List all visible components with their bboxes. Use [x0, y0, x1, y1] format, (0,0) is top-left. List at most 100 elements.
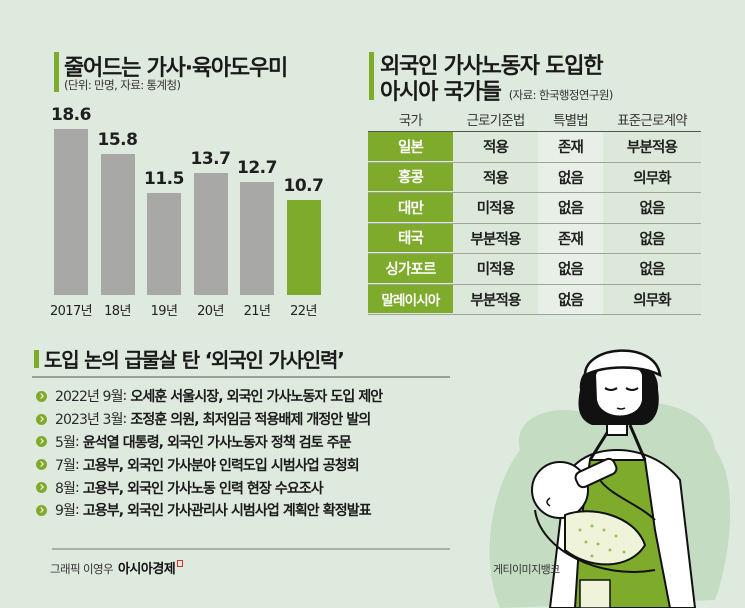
- bar: [100, 154, 135, 295]
- bar-category-label: 19년: [150, 304, 178, 319]
- bar-value-label: 12.7: [237, 157, 277, 178]
- bar: [240, 181, 274, 295]
- table-title-line2: 아시아 국가들: [380, 80, 502, 105]
- table-body: 일본 적용 존재 부분적용 홍콩 적용 없음 의무화 대만 미적용 없음 없음 태국 부분적용 존재 없음 싱가…: [368, 132, 701, 315]
- chevron-right-circle-icon: [36, 504, 47, 516]
- timeline-event: 오세훈 서울시장, 외국인 가사노동자 도입 제안: [130, 389, 383, 406]
- brand-logo: 아시아경제: [117, 562, 176, 577]
- country-cell: 싱가포르: [368, 254, 453, 284]
- standard-contract-cell: 의무화: [603, 284, 701, 314]
- special-act-cell: 없음: [538, 284, 603, 314]
- standard-contract-cell: 부분적용: [603, 132, 701, 162]
- table-header-row: 국가 근로기준법 특별법 표준근로계약: [368, 106, 701, 132]
- bar-category-label: 21년: [243, 304, 271, 319]
- bar: [54, 129, 88, 295]
- bar-group: 12.7 21년: [237, 95, 277, 320]
- bar: [193, 173, 228, 295]
- table-title-line2-wrap: 아시아 국가들 (자료: 한국행정연구원): [380, 74, 613, 106]
- timeline-list: 2022년 9월: 오세훈 서울시장, 외국인 가사노동자 도입 제안 2023년 …: [36, 385, 383, 522]
- chevron-right-circle-icon: [36, 482, 47, 494]
- bar-value-label: 18.6: [51, 105, 91, 126]
- labor-standards-act-cell: 부분적용: [453, 284, 538, 314]
- special-act-cell: 없음: [538, 162, 603, 192]
- timeline-divider: [32, 376, 450, 378]
- table-row: 대만 미적용 없음 없음: [368, 193, 701, 224]
- bar-category-label: 2017년: [49, 304, 93, 319]
- labor-standards-act-cell: 미적용: [453, 254, 538, 284]
- chevron-right-circle-icon: [36, 390, 47, 402]
- table-row: 싱가포르 미적용 없음 없음: [368, 254, 701, 285]
- timeline-event: 고용부, 외국인 가사분야 인력도입 시범사업 공청회: [82, 457, 360, 474]
- special-act-cell: 존재: [538, 132, 603, 162]
- timeline-item: 8월: 고용부, 외국인 가사노동 인력 현장 수요조사: [36, 476, 382, 499]
- country-cell: 대만: [368, 193, 453, 223]
- table-row: 말레이시아 부분적용 없음 의무화: [368, 284, 701, 315]
- bar-value-label: 11.5: [144, 168, 184, 189]
- timeline-date: 7월: [55, 457, 76, 474]
- special-act-cell: 없음: [538, 254, 603, 284]
- chevron-right-circle-icon: [36, 459, 47, 471]
- timeline-item: 5월: 윤석열 대통령, 외국인 가사노동자 정책 검토 주문: [36, 431, 382, 454]
- table-row: 일본 적용 존재 부분적용: [368, 132, 701, 163]
- timeline-event: 윤석열 대통령, 외국인 가사노동자 정책 검토 주문: [82, 434, 352, 451]
- bar-category-label: 22년: [290, 304, 317, 319]
- timeline-item: 7월: 고용부, 외국인 가사분야 인력도입 시범사업 공청회: [36, 453, 382, 476]
- timeline-separator: :: [75, 479, 80, 496]
- standard-contract-cell: 없음: [603, 223, 701, 253]
- bar-category-label: 18년: [104, 304, 131, 319]
- timeline-item: 2022년 9월: 오세훈 서울시장, 외국인 가사노동자 도입 제안: [36, 385, 383, 408]
- table-row: 태국 부분적용 존재 없음: [368, 223, 701, 254]
- bar-value-label: 13.7: [190, 149, 231, 170]
- countries-table: 국가 근로기준법 특별법 표준근로계약 일본 적용 존재 부분적용 홍콩 적용 없음 의무화 대…: [368, 106, 701, 315]
- standard-contract-cell: 없음: [603, 193, 701, 223]
- labor-standards-act-cell: 미적용: [453, 193, 538, 223]
- timeline-title: 도입 논의 급물살 탄 ‘외국인 가사인력’: [44, 348, 345, 372]
- timeline-date: 5월: [55, 434, 76, 451]
- timeline-title-accent: [34, 350, 39, 368]
- timeline-event: 고용부, 외국인 가사노동 인력 현장 수요조사: [82, 480, 324, 497]
- bar-group: 11.5 19년: [144, 95, 184, 320]
- table-title-accent: [369, 52, 374, 100]
- bottom-divider: [52, 548, 450, 550]
- timeline-date: 8월: [55, 480, 76, 497]
- timeline-event: 고용부, 외국인 가사관리사 시범사업 계획안 확정발표: [82, 503, 372, 520]
- caregiver-feeding-baby-illustration: [480, 330, 745, 608]
- table-title-line1: 외국인 가사노동자 도입한: [380, 54, 604, 79]
- bar-value-label: 10.7: [283, 175, 324, 196]
- standard-contract-cell: 의무화: [603, 162, 701, 192]
- labor-standards-act-cell: 부분적용: [453, 223, 538, 253]
- timeline-separator: :: [75, 456, 80, 473]
- bar-category-label: 20년: [197, 304, 224, 319]
- chart-title: 줄어드는 가사·육아도우미: [64, 56, 288, 81]
- timeline-separator: :: [75, 502, 80, 519]
- timeline-separator: :: [75, 433, 80, 450]
- country-cell: 홍콩: [368, 162, 453, 192]
- graphic-credit: 그래픽 이영우 아시아경제: [50, 558, 184, 577]
- timeline-event: 조정훈 의원, 최저임금 적용배제 개정안 발의: [130, 412, 371, 429]
- special-act-cell: 없음: [538, 193, 603, 223]
- labor-standards-act-cell: 적용: [453, 132, 538, 162]
- header-special-act: 특별법: [553, 112, 589, 129]
- bar-chart: 18.6 2017년 15.8 18년 11.5 19년 13.7 20년 12.7 21년 10.…: [50, 95, 334, 320]
- chart-subtitle: (단위: 만명, 자료: 통계청): [64, 78, 181, 92]
- bar: [286, 199, 321, 295]
- timeline-separator: :: [122, 388, 128, 405]
- bar-group: 10.7 22년: [284, 95, 324, 320]
- header-standard-contract: 표준근로계약: [617, 112, 688, 129]
- chart-title-accent: [54, 52, 59, 92]
- timeline-item: 9월: 고용부, 외국인 가사관리사 시범사업 계획안 확정발표: [36, 499, 382, 522]
- table-source: (자료: 한국행정연구원): [508, 88, 614, 102]
- header-labor-standards-act: 근로기준법: [466, 112, 525, 129]
- timeline-item: 2023년 3월: 조정훈 의원, 최저임금 적용배제 개정안 발의: [36, 408, 382, 431]
- chevron-right-circle-icon: [36, 436, 47, 448]
- table-row: 홍콩 적용 없음 의무화: [368, 162, 701, 193]
- timeline-date: 2022년 9월: [55, 389, 123, 406]
- photo-credit: 게티이미지뱅크: [493, 563, 560, 576]
- brand-mark-icon: [177, 560, 184, 567]
- timeline-separator: :: [122, 411, 128, 428]
- special-act-cell: 존재: [538, 223, 603, 253]
- country-cell: 태국: [368, 223, 453, 253]
- bar-group: 18.6 2017년: [50, 95, 93, 320]
- timeline-date: 9월: [55, 503, 76, 520]
- labor-standards-act-cell: 적용: [453, 162, 538, 192]
